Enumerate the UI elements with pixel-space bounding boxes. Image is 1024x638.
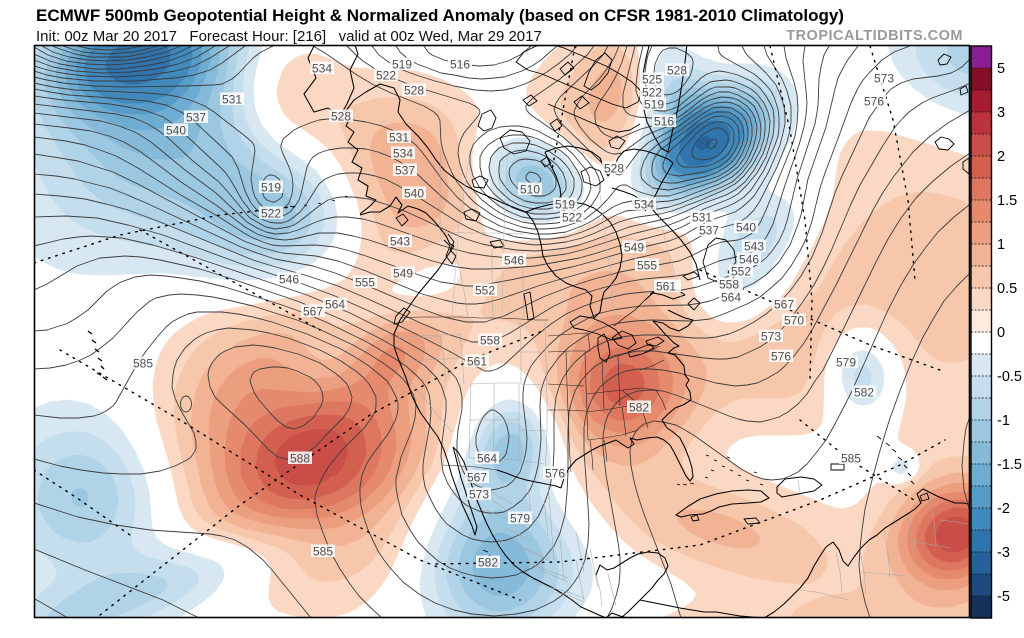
svg-text:546: 546 [279,273,299,287]
svg-text:525: 525 [642,73,662,87]
svg-text:516: 516 [450,58,470,72]
svg-text:567: 567 [303,305,323,319]
svg-text:522: 522 [642,86,662,100]
svg-text:0: 0 [997,325,1005,341]
svg-text:522: 522 [562,211,582,225]
svg-text:1: 1 [997,237,1005,253]
svg-text:546: 546 [504,254,524,268]
svg-text:5: 5 [997,61,1005,77]
svg-text:537: 537 [699,224,719,238]
svg-text:534: 534 [393,147,413,161]
svg-text:519: 519 [392,58,412,72]
svg-text:516: 516 [654,115,674,129]
svg-text:558: 558 [719,278,739,292]
svg-text:528: 528 [604,162,624,176]
svg-text:579: 579 [836,356,856,370]
svg-text:573: 573 [874,72,894,86]
svg-text:510: 510 [520,183,540,197]
svg-text:552: 552 [475,284,495,298]
svg-text:1.5: 1.5 [997,193,1017,209]
svg-text:519: 519 [261,181,281,195]
svg-text:528: 528 [404,84,424,98]
svg-text:564: 564 [325,298,345,312]
svg-text:564: 564 [721,291,741,305]
svg-text:519: 519 [644,98,664,112]
svg-text:570: 570 [784,314,804,328]
svg-text:567: 567 [467,471,487,485]
svg-text:2: 2 [997,149,1005,165]
svg-text:-1: -1 [997,413,1010,429]
svg-text:588: 588 [290,452,310,466]
svg-text:576: 576 [864,95,884,109]
svg-text:579: 579 [510,512,530,526]
svg-text:582: 582 [854,386,874,400]
svg-text:Init: 00z Mar 20 2017 Foreca: Init: 00z Mar 20 2017 Forecast Hour: [21… [36,28,542,45]
svg-text:576: 576 [545,467,565,481]
svg-text:567: 567 [774,298,794,312]
svg-text:573: 573 [761,330,781,344]
svg-text:-2: -2 [997,501,1010,517]
svg-text:585: 585 [133,357,153,371]
svg-text:TROPICALTIDBITS.COM: TROPICALTIDBITS.COM [786,28,963,44]
svg-text:543: 543 [744,240,764,254]
svg-text:573: 573 [469,488,489,502]
svg-text:3: 3 [997,105,1005,121]
svg-text:564: 564 [477,452,497,466]
svg-text:582: 582 [629,401,649,415]
svg-text:585: 585 [313,545,333,559]
svg-text:540: 540 [166,124,186,138]
svg-text:561: 561 [656,280,676,294]
svg-text:537: 537 [186,111,206,125]
svg-text:522: 522 [376,69,396,83]
svg-text:561: 561 [467,355,487,369]
svg-text:546: 546 [739,253,759,267]
svg-text:537: 537 [395,164,415,178]
svg-text:0.5: 0.5 [997,281,1017,297]
svg-text:582: 582 [478,556,498,570]
svg-text:-1.5: -1.5 [997,457,1022,473]
svg-text:522: 522 [261,207,281,221]
svg-text:534: 534 [634,198,654,212]
svg-text:528: 528 [667,64,687,78]
svg-text:540: 540 [404,187,424,201]
svg-text:-5: -5 [997,589,1010,605]
svg-text:528: 528 [331,110,351,124]
svg-text:555: 555 [355,276,375,290]
svg-text:555: 555 [637,259,657,273]
svg-text:540: 540 [736,221,756,235]
svg-text:519: 519 [555,198,575,212]
svg-text:549: 549 [624,241,644,255]
svg-text:531: 531 [389,131,409,145]
svg-text:576: 576 [771,350,791,364]
svg-text:534: 534 [312,62,332,76]
svg-text:ECMWF 500mb Geopotential Heigh: ECMWF 500mb Geopotential Height & Normal… [36,6,844,25]
svg-text:552: 552 [731,265,751,279]
svg-text:-3: -3 [997,545,1010,561]
svg-text:-0.5: -0.5 [997,369,1022,385]
svg-text:549: 549 [393,267,413,281]
svg-text:585: 585 [841,452,861,466]
svg-text:531: 531 [222,93,242,107]
svg-text:531: 531 [692,211,712,225]
svg-text:558: 558 [480,334,500,348]
svg-text:543: 543 [390,235,410,249]
